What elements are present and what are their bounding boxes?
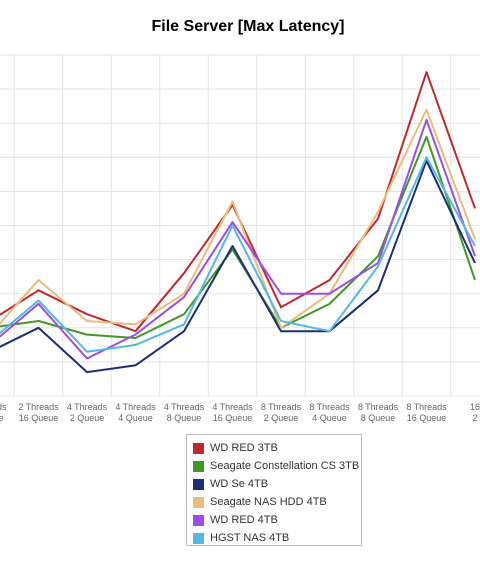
legend-swatch [193,496,204,508]
chart-legend: WD RED 3TB Seagate Constellation CS 3TB WD… [186,434,362,546]
x-tick-label: 8 Threads 8 Queue [358,402,399,423]
legend-label: Seagate Constellation CS 3TB [210,460,360,472]
x-tick-label: 2 Threads 16 Queue [18,402,59,423]
legend-item: WD RED 4TB [193,511,361,529]
legend-label: WD Se 4TB [210,478,269,490]
x-tick-label: ThreadsQueue [0,402,7,423]
legend-item: HGST NAS 4TB [193,529,361,547]
series-line [0,108,476,329]
series-lines [0,71,476,374]
chart-title: File Server [Max Latency] [151,18,345,35]
legend-label: WD RED 4TB [210,514,278,526]
legend-swatch [193,514,204,526]
series-line [0,118,476,360]
grid [0,54,480,397]
series-line [0,156,476,353]
x-tick-label: 4 Threads 16 Queue [212,402,253,423]
x-tick-label: 4 Threads 4 Queue [115,402,156,423]
legend-swatch [193,460,204,472]
series-line [0,71,476,333]
x-tick-label: 16 2 [470,402,480,423]
series-line [0,159,476,374]
x-tick-label: 8 Threads 16 Queue [406,402,447,423]
legend-item: WD RED 3TB [193,439,361,457]
x-tick-label: 4 Threads 8 Queue [164,402,205,423]
x-tick-label: 8 Threads 2 Queue [261,402,302,423]
legend-item: WD Se 4TB [193,475,361,493]
legend-swatch [193,532,204,544]
x-tick-label: 4 Threads 2 Queue [67,402,108,423]
legend-item: Seagate NAS HDD 4TB [193,493,361,511]
legend-swatch [193,478,204,490]
legend-label: WD RED 3TB [210,442,278,454]
legend-label: Seagate NAS HDD 4TB [210,496,327,508]
legend-swatch [193,442,204,454]
legend-item: Seagate Constellation CS 3TB [193,457,361,475]
legend-label: HGST NAS 4TB [210,532,290,544]
x-tick-label: 8 Threads 4 Queue [309,402,350,423]
